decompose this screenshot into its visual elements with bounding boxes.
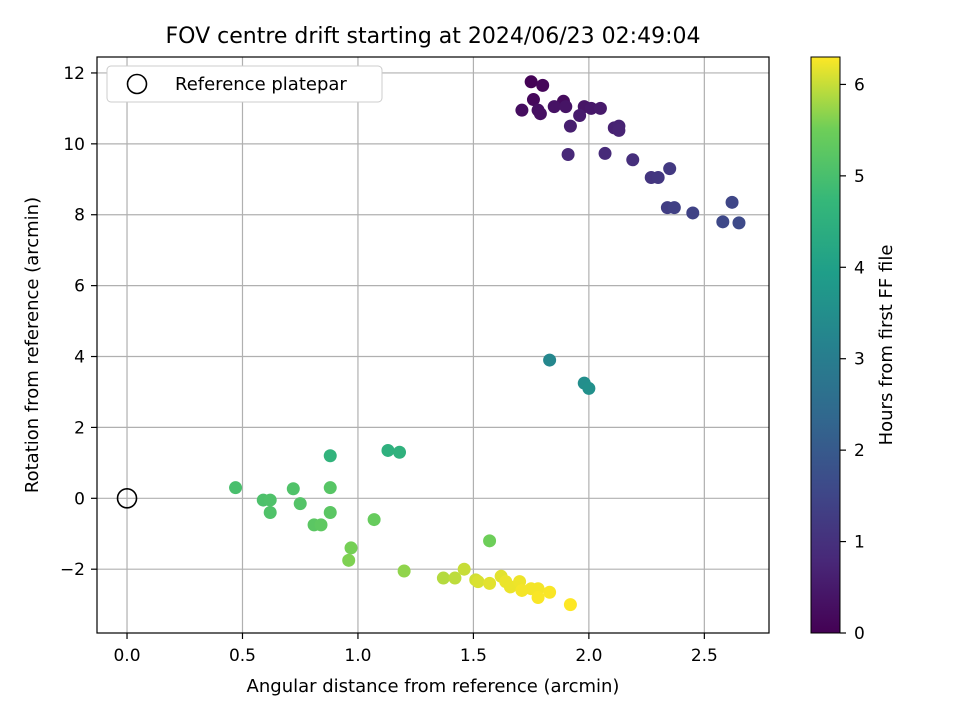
data-point (531, 591, 545, 605)
data-point (651, 171, 665, 185)
y-tick-label: 0 (74, 489, 85, 509)
y-axis-label: Rotation from reference (arcmin) (22, 197, 43, 493)
y-tick-label: 4 (74, 348, 85, 368)
colorbar-tick-label: 4 (854, 258, 865, 278)
reference-point (116, 488, 138, 509)
data-point (716, 215, 730, 229)
data-point (323, 449, 337, 463)
data-point (483, 534, 497, 548)
data-point (547, 100, 561, 114)
y-tick-label: 12 (63, 64, 85, 84)
data-point (342, 553, 356, 567)
x-tick-label: 2.5 (691, 646, 718, 666)
data-point (515, 103, 529, 117)
data-point (381, 443, 395, 457)
data-point (543, 585, 557, 599)
data-point (286, 482, 300, 496)
plot-frame (96, 56, 770, 634)
colorbar-tick-label: 3 (854, 350, 865, 370)
data-point (344, 541, 358, 555)
data-point (393, 445, 407, 459)
x-tick-label: 2.0 (575, 646, 602, 666)
data-point (536, 78, 550, 92)
data-point (573, 108, 587, 122)
grid-lines (97, 57, 769, 633)
data-point (323, 481, 337, 495)
data-point (263, 505, 277, 519)
y-axis-ticks: −2 0 2 4 6 8 10 12 (60, 64, 97, 580)
data-point (448, 571, 462, 585)
data-point (593, 101, 607, 115)
data-point (533, 107, 547, 121)
colorbar-tick-label: 2 (854, 441, 865, 461)
x-tick-label: 0.0 (113, 646, 140, 666)
data-point (582, 381, 596, 395)
x-tick-label: 0.5 (229, 646, 256, 666)
x-tick-label: 1.0 (344, 646, 371, 666)
legend: Reference platepar (106, 65, 383, 103)
data-point (471, 575, 485, 589)
colorbar-tick-label: 1 (854, 533, 865, 553)
colorbar-tick-label: 6 (854, 75, 865, 95)
data-point (598, 146, 612, 160)
data-point (543, 353, 557, 367)
x-axis-ticks: 0.0 0.5 1.0 1.5 2.0 2.5 (113, 633, 718, 666)
colorbar: 0 1 2 3 4 5 6 Hours from first FF file (810, 56, 897, 644)
x-axis-label: Angular distance from reference (arcmin) (247, 676, 620, 697)
data-point (584, 101, 598, 115)
data-points (229, 75, 746, 612)
data-point (524, 75, 538, 89)
data-point (559, 100, 573, 114)
data-point (686, 206, 700, 220)
colorbar-label: Hours from first FF file (876, 245, 897, 446)
data-point (612, 123, 626, 137)
data-point (526, 93, 540, 107)
data-point (563, 598, 577, 612)
x-tick-label: 1.5 (460, 646, 487, 666)
y-tick-label: 6 (74, 277, 85, 297)
legend-entry-reference: Reference platepar (175, 74, 347, 95)
colorbar-gradient (810, 56, 841, 634)
y-tick-label: 2 (74, 418, 85, 438)
legend-box (106, 65, 383, 103)
data-point (626, 153, 640, 167)
y-tick-label: 8 (74, 206, 85, 226)
data-point (663, 162, 677, 176)
data-point (293, 497, 307, 511)
data-point (667, 201, 681, 215)
data-point (561, 147, 575, 161)
data-point (563, 119, 577, 133)
data-point (457, 562, 471, 576)
data-point (367, 513, 381, 527)
colorbar-tick-label: 0 (854, 624, 865, 644)
colorbar-tick-label: 5 (854, 167, 865, 187)
data-point (397, 564, 411, 578)
data-point (229, 481, 243, 495)
data-point (725, 195, 739, 209)
data-point (314, 518, 328, 532)
y-tick-label: 10 (63, 135, 85, 155)
legend-marker-reference (126, 73, 148, 95)
y-tick-label: −2 (60, 560, 85, 580)
data-point (732, 216, 746, 230)
data-point (263, 493, 277, 507)
colorbar-ticks: 0 1 2 3 4 5 6 (840, 75, 865, 644)
data-point (323, 505, 337, 519)
data-point (483, 576, 497, 590)
chart-title: FOV centre drift starting at 2024/06/23 … (166, 24, 701, 49)
data-point (436, 571, 450, 585)
